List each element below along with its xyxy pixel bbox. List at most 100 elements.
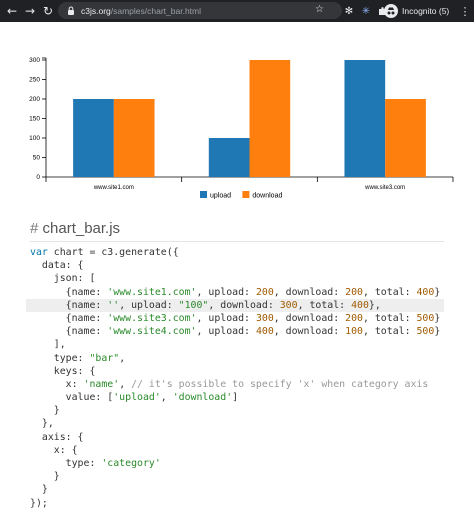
code-token-str: 'upload' xyxy=(113,392,161,404)
code-token-pun: , upload: xyxy=(196,286,256,298)
url-path: /samples/chart_bar.html xyxy=(110,5,201,16)
browser-toolbar: ← → ↻ c3js.org/samples/chart_bar.html ☆ … xyxy=(0,0,474,22)
code-token-str: 'www.site1.com' xyxy=(107,286,197,298)
legend-label-upload: upload xyxy=(210,193,231,200)
code-token-pun: , download: xyxy=(273,286,346,298)
code-line: ], xyxy=(26,338,444,351)
bar-download xyxy=(249,60,291,177)
code-token-pun: , total: xyxy=(362,312,417,324)
code-token-pun: , download: xyxy=(273,312,346,324)
y-tick-label: 100 xyxy=(29,135,40,142)
code-line: value: ['upload', 'download'] xyxy=(26,391,444,404)
y-tick-label: 200 xyxy=(29,96,40,103)
back-arrow-icon[interactable]: ← xyxy=(6,4,18,18)
reload-icon[interactable]: ↻ xyxy=(42,4,54,18)
code-token-pun: type: xyxy=(30,458,102,469)
code-token-pun: {name: xyxy=(30,326,108,338)
code-block: var chart = c3.generate({ data: { json: … xyxy=(26,246,444,514)
code-token-num: 400 xyxy=(351,299,369,311)
code-token-pun: , xyxy=(119,378,132,390)
code-token-pun: , upload: xyxy=(196,312,256,324)
code-line: x: { xyxy=(26,444,444,457)
code-token-com: // it's possible to specify 'x' when cat… xyxy=(131,378,429,390)
code-token-pun: json: [ xyxy=(30,273,96,285)
code-line: {name: '', upload: "100", download: 300,… xyxy=(26,298,444,312)
code-token-pun: , upload: xyxy=(119,299,179,311)
bar-upload xyxy=(344,60,386,177)
forward-arrow-icon[interactable]: → xyxy=(24,4,36,18)
code-line: } xyxy=(26,470,444,483)
bar-upload xyxy=(73,99,114,177)
code-line: {name: 'www.site3.com', upload: 300, dow… xyxy=(26,312,444,325)
code-token-pun: , total: xyxy=(362,286,417,298)
code-token-pun: , download: xyxy=(208,299,280,311)
bar-chart: 0 50 100 150 200 250 300 www.site1.com www.site3… xyxy=(0,22,474,212)
code-token-pun: type: xyxy=(30,352,90,364)
code-line: } xyxy=(26,483,444,496)
extension-icon[interactable]: ✻ xyxy=(344,5,354,17)
address-bar[interactable]: c3js.org/samples/chart_bar.html ☆ xyxy=(58,2,342,19)
code-token-pun: } xyxy=(434,312,441,324)
section-divider xyxy=(30,241,444,242)
code-line: type: "bar", xyxy=(26,352,444,365)
code-token-str: "100" xyxy=(178,299,209,311)
code-line: }); xyxy=(26,497,444,510)
y-tick-label: 150 xyxy=(29,116,40,123)
code-token-kw: var xyxy=(30,247,48,258)
code-token-pun: chart = c3.generate({ xyxy=(47,247,179,258)
section-heading: # chart_bar.js xyxy=(30,220,120,237)
code-token-pun: } xyxy=(434,286,441,298)
code-token-str: 'name' xyxy=(83,378,120,390)
code-line: x: 'name', // it's possible to specify '… xyxy=(26,378,444,391)
code-token-pun: }, xyxy=(30,418,54,430)
code-token-num: 300 xyxy=(255,312,274,324)
code-token-pun: , total: xyxy=(297,299,352,311)
code-token-num: 200 xyxy=(345,286,363,298)
code-line: data: { xyxy=(26,259,444,272)
code-token-str: '' xyxy=(107,299,120,311)
code-token-pun: } xyxy=(30,484,48,496)
code-token-num: 200 xyxy=(255,286,274,298)
code-token-num: 300 xyxy=(279,299,298,311)
code-line: } xyxy=(26,404,444,417)
more-icon[interactable]: ⋮ xyxy=(459,4,471,18)
code-line: }, xyxy=(26,417,444,430)
code-token-str: "bar" xyxy=(89,352,120,364)
legend-label-download: download xyxy=(252,193,282,200)
extension-icon[interactable]: ✳ xyxy=(361,5,371,17)
code-line: json: [ xyxy=(26,272,444,285)
star-icon[interactable]: ☆ xyxy=(315,4,324,15)
url-text[interactable]: c3js.org/samples/chart_bar.html xyxy=(81,6,201,16)
code-token-num: 400 xyxy=(255,326,274,338)
code-token-pun: value: [ xyxy=(30,392,114,404)
code-token-pun: }); xyxy=(30,497,48,509)
code-token-pun: }, xyxy=(368,299,381,311)
code-token-pun: ], xyxy=(30,339,66,351)
heading-text: chart_bar.js xyxy=(42,220,121,237)
code-token-num: 500 xyxy=(416,312,435,324)
code-token-str: 'www.site3.com' xyxy=(107,312,197,324)
x-tick-label: www.site1.com xyxy=(93,185,134,191)
code-token-pun: ] xyxy=(232,392,239,404)
code-line: type: 'category' xyxy=(26,457,444,470)
code-token-str: 'www.site4.com' xyxy=(107,326,197,338)
code-token-str: 'download' xyxy=(172,392,233,404)
bar-download xyxy=(385,99,426,177)
code-token-pun: x: xyxy=(30,378,84,390)
incognito-label: Incognito (5) xyxy=(402,6,450,16)
incognito-indicator[interactable]: Incognito (5) xyxy=(384,3,449,19)
extension-icons: ✻ ✳ xyxy=(342,3,390,19)
chart-canvas: 0 50 100 150 200 250 300 www.site1.com www.site3… xyxy=(29,57,454,200)
lock-icon[interactable] xyxy=(65,6,77,15)
code-token-pun: x: { xyxy=(30,444,78,456)
y-tick-label: 250 xyxy=(29,77,40,84)
code-token-pun: {name: xyxy=(30,312,108,324)
code-line: axis: { xyxy=(26,431,444,444)
incognito-icon xyxy=(384,4,398,18)
code-token-pun: , xyxy=(119,352,126,364)
code-token-num: 400 xyxy=(416,286,435,298)
code-token-pun: data: { xyxy=(30,260,84,272)
code-line: var chart = c3.generate({ xyxy=(26,246,444,259)
code-token-pun: } xyxy=(30,405,60,417)
code-token-pun: , upload: xyxy=(196,326,256,338)
